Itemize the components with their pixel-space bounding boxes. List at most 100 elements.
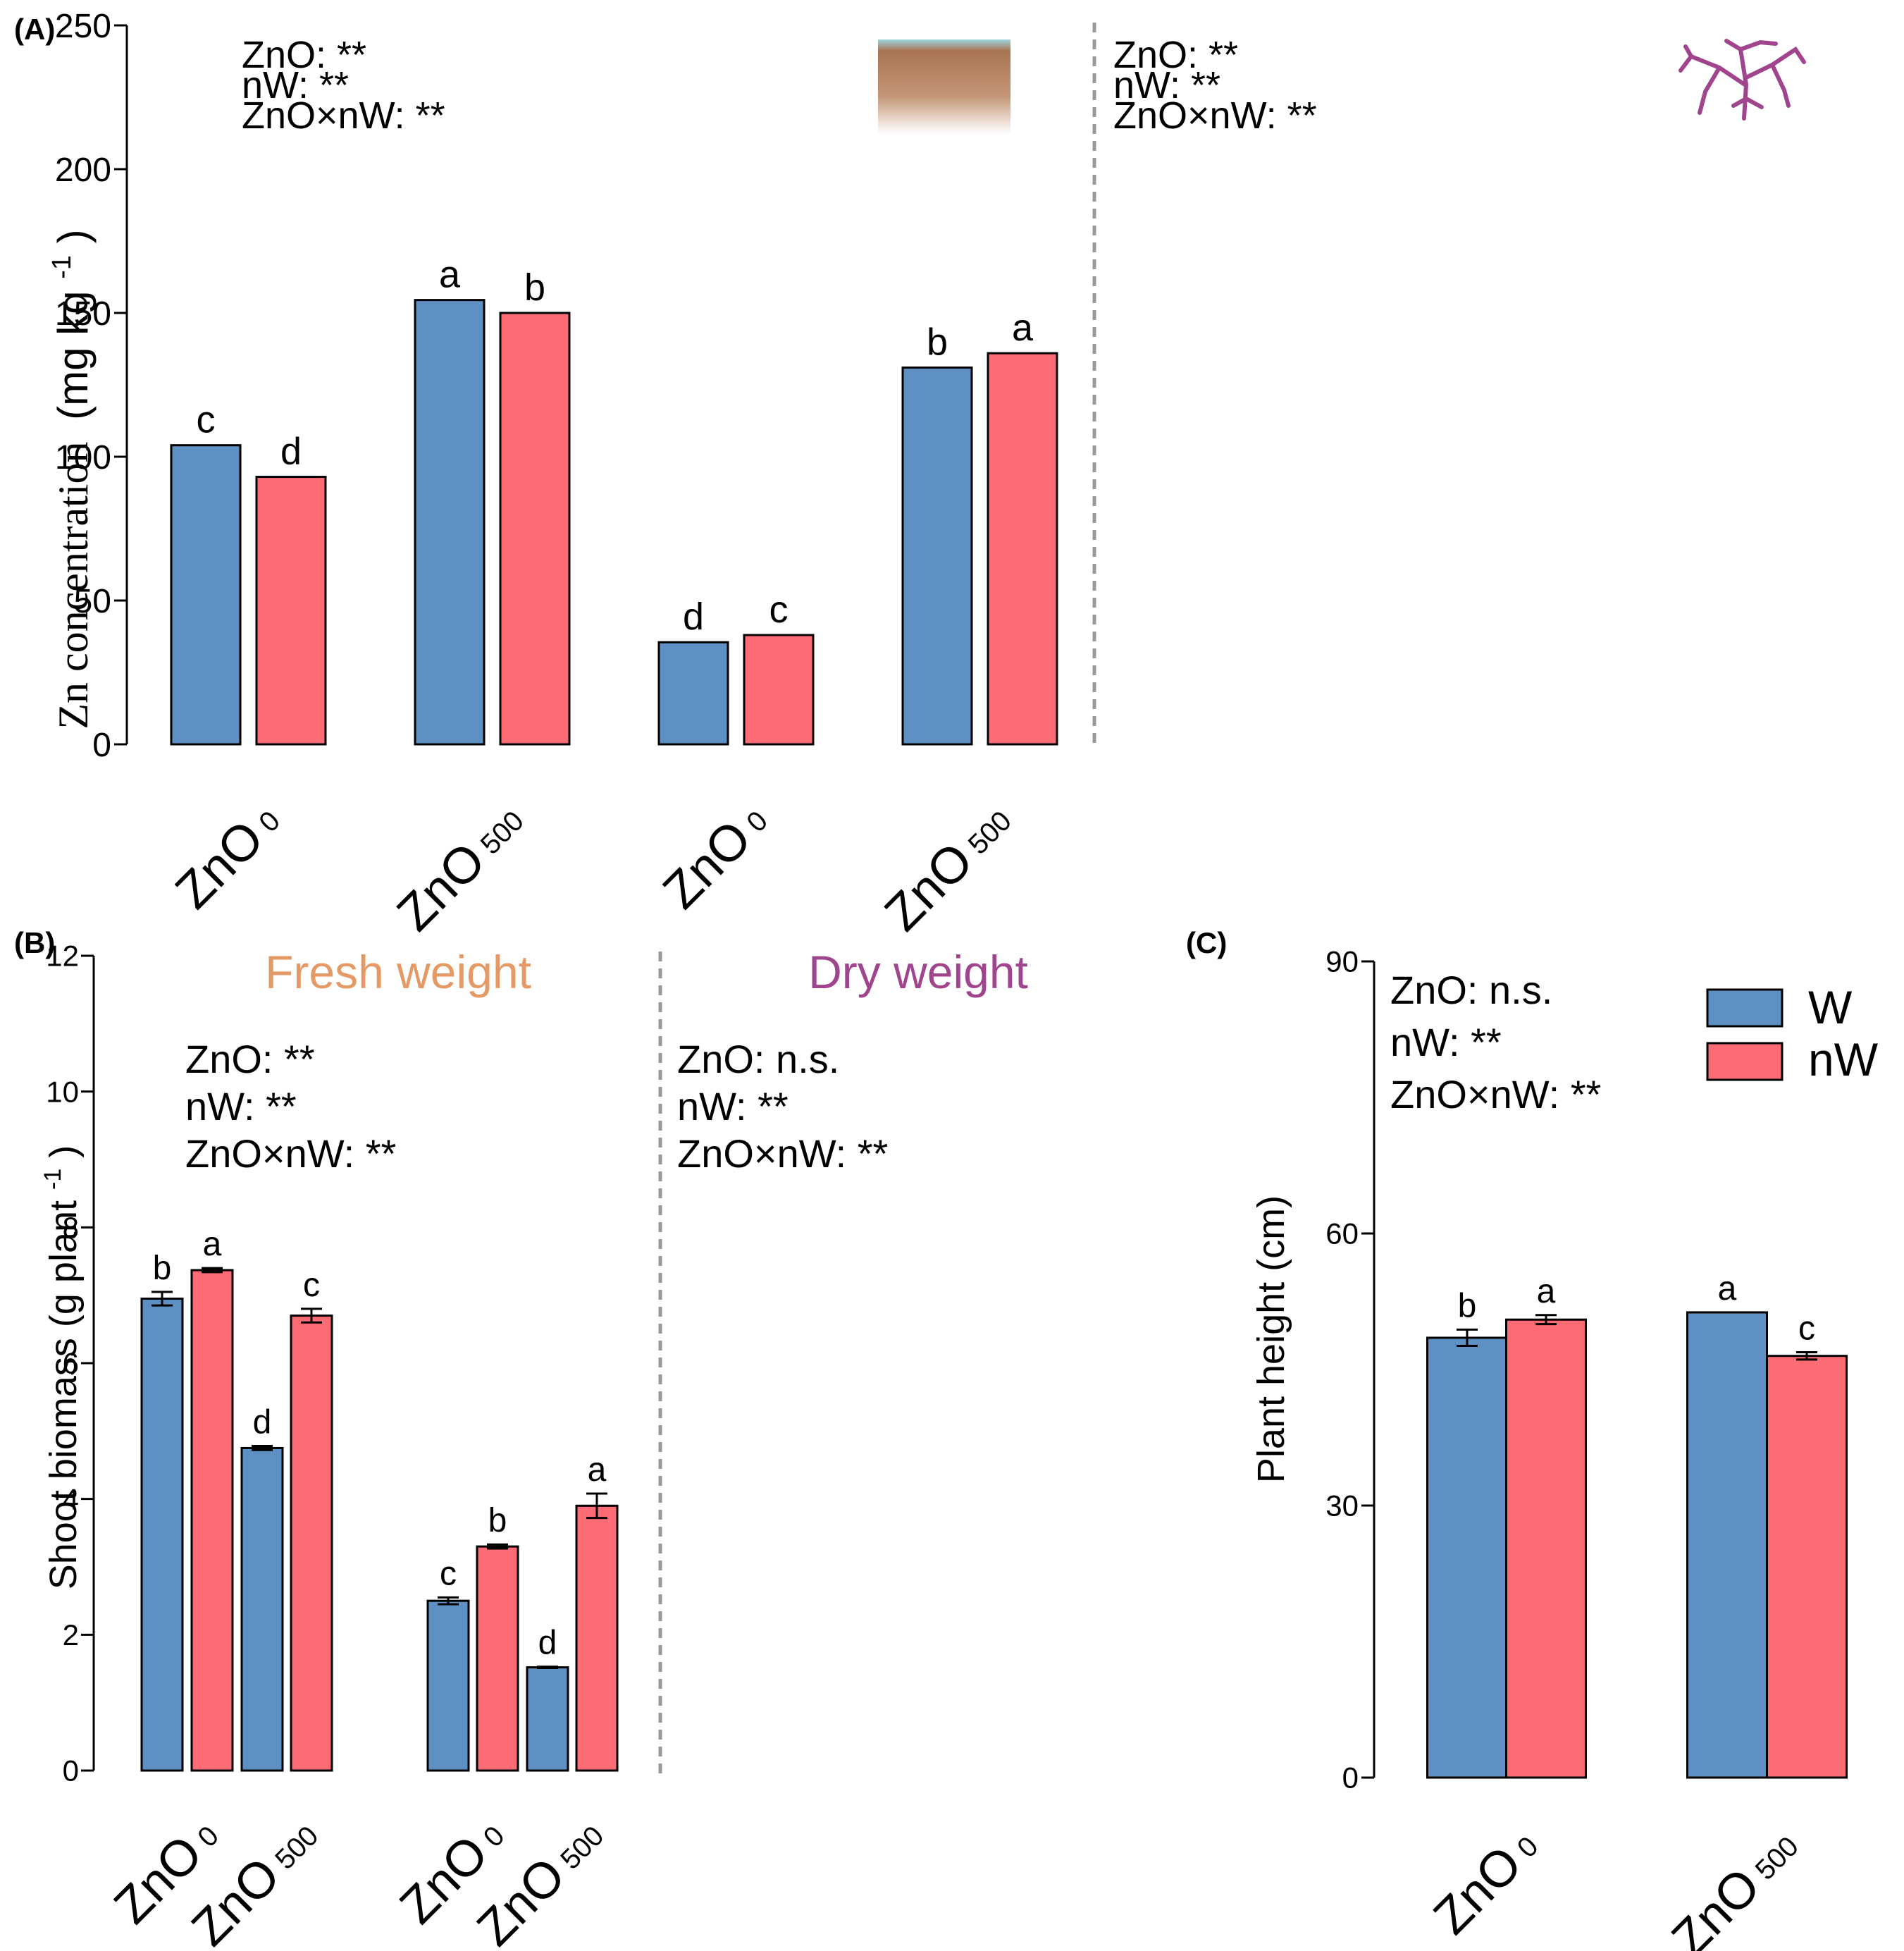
y-axis-label-main: Zn concentration bbox=[50, 442, 97, 730]
x-tick-label: ZnO0 bbox=[165, 793, 292, 920]
significance-letter: a bbox=[588, 1451, 607, 1489]
bar-w bbox=[901, 367, 973, 746]
legend: W nW bbox=[1706, 981, 1879, 1085]
stats-line: ZnO: n.s. bbox=[1390, 968, 1552, 1012]
y-tick-label: 8 bbox=[63, 1211, 79, 1244]
bar-w bbox=[240, 1446, 284, 1772]
x-tick-label-sub: 500 bbox=[555, 1820, 610, 1875]
y-tick-label: 2 bbox=[63, 1618, 79, 1651]
stats-line: nW: ** bbox=[242, 64, 349, 106]
bar-nw bbox=[476, 1545, 519, 1772]
panel-c: (C) 0 30 60 90 Plant height (cm) b a a c ZnO: … bbox=[1186, 926, 1879, 1951]
stats-text: ZnO: **nW: **ZnO×nW: **ZnO: **nW: **ZnO×… bbox=[242, 34, 1317, 137]
stats-line: ZnO×nW: ** bbox=[242, 94, 445, 137]
bar-nw bbox=[499, 312, 571, 746]
significance-letter: d bbox=[253, 1404, 272, 1441]
dry-weight-title: Dry weight bbox=[808, 946, 1028, 998]
significance-letter: a bbox=[203, 1226, 222, 1263]
y-tick-label: 0 bbox=[63, 1754, 79, 1787]
bar-w bbox=[657, 641, 729, 746]
stats-line: ZnO: ** bbox=[185, 1037, 315, 1081]
panel-label: (B) bbox=[14, 926, 55, 959]
panel-label: (A) bbox=[14, 13, 55, 46]
bar-nw bbox=[190, 1269, 234, 1772]
bar-nw bbox=[1766, 1355, 1848, 1779]
bars: c a d b d b c a bbox=[170, 254, 1058, 746]
y-tick-label: 30 bbox=[1325, 1489, 1359, 1522]
x-tick-label-base: ZnO bbox=[874, 832, 984, 942]
y-axis-label-close: ) bbox=[42, 1145, 85, 1158]
x-tick-label-sub: 500 bbox=[475, 805, 530, 860]
soil-icon bbox=[878, 39, 1010, 134]
bar-w bbox=[426, 1599, 470, 1772]
bar-w bbox=[1426, 1336, 1508, 1779]
x-tick-label: ZnO500 bbox=[1662, 1818, 1810, 1951]
stats-line: nW: ** bbox=[1390, 1020, 1502, 1064]
stats-line: ZnO: n.s. bbox=[677, 1037, 839, 1081]
y-tick-label: 0 bbox=[92, 727, 111, 764]
stats-text: ZnO: **nW: **ZnO×nW: **ZnO: n.s.nW: **Zn… bbox=[185, 1037, 888, 1176]
y-tick-label: 60 bbox=[1325, 1217, 1359, 1250]
y-tick-label: 6 bbox=[63, 1347, 79, 1380]
stats-line: ZnO×nW: ** bbox=[677, 1131, 888, 1176]
x-tick-label-base: ZnO bbox=[387, 832, 497, 942]
significance-letter: a bbox=[1718, 1270, 1737, 1307]
x-tick-label: ZnO500 bbox=[387, 793, 536, 942]
stats-line: nW: ** bbox=[185, 1084, 297, 1128]
stats-line: nW: ** bbox=[1113, 64, 1220, 106]
panel-label: (C) bbox=[1186, 926, 1227, 959]
bar-nw bbox=[743, 634, 815, 746]
panel-a: (A) 0 50 100 150 200 250 Zn concentration (mg… bbox=[14, 8, 1806, 942]
bar-w bbox=[414, 299, 486, 746]
y-tick-label: 12 bbox=[46, 940, 79, 973]
legend-label-w: W bbox=[1808, 981, 1853, 1033]
y-axis: 0 2 4 6 8 10 12 bbox=[46, 940, 95, 1787]
stats-line: ZnO×nW: ** bbox=[1113, 94, 1317, 137]
y-tick-label: 10 bbox=[46, 1075, 79, 1108]
significance-letter: a bbox=[439, 254, 461, 296]
significance-letter: a bbox=[1012, 307, 1034, 349]
y-tick-label: 200 bbox=[55, 152, 111, 189]
significance-letter: c bbox=[440, 1555, 457, 1592]
stats-line: ZnO: ** bbox=[1113, 34, 1238, 76]
significance-letter: d bbox=[683, 596, 704, 638]
bar-nw bbox=[987, 352, 1058, 746]
y-tick-label: 100 bbox=[55, 439, 111, 476]
significance-letter: c bbox=[769, 589, 789, 631]
bar-nw bbox=[1505, 1318, 1587, 1779]
significance-letter: b bbox=[524, 266, 545, 309]
stats-line: ZnO×nW: ** bbox=[185, 1131, 396, 1176]
y-axis-label-sup: -1 bbox=[39, 1169, 66, 1190]
y-tick-label: 0 bbox=[1342, 1761, 1359, 1795]
y-axis-label: Shoot biomass (g plant -1 ) bbox=[27, 1145, 85, 1590]
x-tick-label-base: ZnO bbox=[165, 810, 275, 920]
x-labels: ZnO0 ZnO500 bbox=[1423, 1818, 1810, 1951]
legend-swatch-w bbox=[1706, 988, 1784, 1028]
x-tick-label: ZnO0 bbox=[653, 793, 779, 920]
significance-letter: c bbox=[197, 399, 216, 441]
significance-letter: d bbox=[280, 431, 302, 473]
y-axis-label-main: Shoot biomass (g plant bbox=[42, 1200, 85, 1589]
bar-w bbox=[140, 1297, 184, 1772]
y-tick-label: 90 bbox=[1325, 945, 1359, 978]
x-tick-label-sub: 500 bbox=[269, 1820, 324, 1875]
legend-swatch-nw bbox=[1706, 1042, 1784, 1081]
stats-line: ZnO: ** bbox=[242, 34, 366, 76]
significance-letter: b bbox=[927, 321, 948, 364]
x-tick-label: ZnO0 bbox=[1423, 1818, 1550, 1945]
y-axis-label-sup: -1 bbox=[47, 255, 77, 279]
y-tick-label: 50 bbox=[74, 583, 111, 620]
significance-letter: b bbox=[153, 1250, 172, 1287]
y-axis-label-unit: (mg kg bbox=[49, 290, 97, 419]
stats-text: ZnO: n.s. nW: ** ZnO×nW: ** bbox=[1390, 968, 1601, 1116]
bar-nw bbox=[575, 1504, 619, 1772]
x-tick-label: ZnO500 bbox=[874, 793, 1023, 942]
significance-letter: a bbox=[1537, 1273, 1556, 1310]
bars: b a a c bbox=[1426, 1270, 1848, 1779]
y-tick-label: 250 bbox=[55, 8, 111, 45]
significance-letter: c bbox=[1798, 1310, 1815, 1348]
y-axis: 0 30 60 90 bbox=[1325, 945, 1376, 1795]
significance-letter: c bbox=[303, 1267, 320, 1304]
